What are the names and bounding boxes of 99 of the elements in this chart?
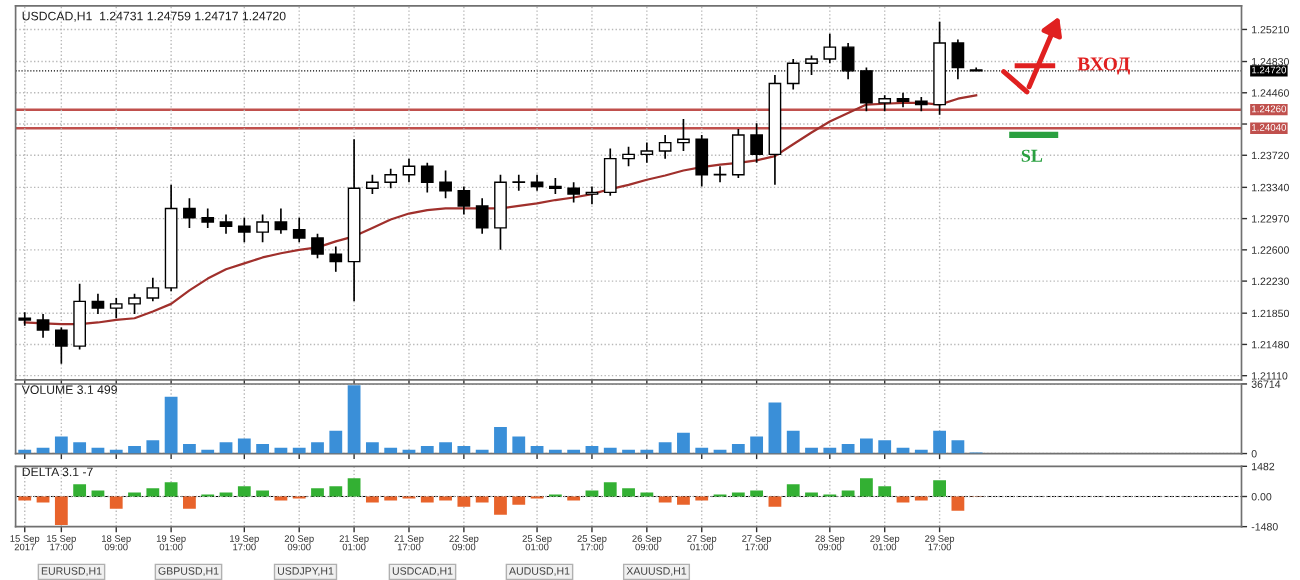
candlestick [73, 282, 87, 351]
bar [146, 440, 160, 454]
bar [183, 444, 196, 454]
candlestick [731, 128, 745, 179]
bar [860, 438, 873, 454]
bar [933, 480, 946, 497]
candlestick [274, 207, 288, 235]
candlestick [292, 216, 306, 244]
candlestick [420, 162, 434, 194]
bar [420, 496, 434, 503]
candlestick [475, 197, 489, 235]
bar [109, 496, 123, 509]
bar [677, 432, 690, 454]
bar [365, 442, 379, 454]
bar [219, 442, 233, 454]
bar [896, 496, 910, 503]
candlestick [823, 32, 837, 65]
bar [878, 440, 892, 454]
candlestick [750, 122, 763, 164]
bar [256, 444, 270, 454]
bar [512, 436, 526, 454]
candlestick [585, 185, 599, 206]
bar [933, 430, 946, 454]
candlestick [183, 197, 196, 229]
candlestick [146, 276, 160, 303]
bar [54, 436, 68, 454]
candlestick [384, 167, 398, 190]
bar [786, 484, 800, 497]
bar [237, 486, 251, 497]
bar [457, 445, 471, 454]
candlestick [329, 245, 343, 273]
candlestick [54, 326, 68, 365]
candlestick [494, 173, 507, 251]
bar [329, 486, 343, 497]
bar [36, 496, 50, 503]
candlestick [567, 181, 581, 204]
bar [658, 496, 672, 503]
bar [347, 385, 361, 454]
candlestick [18, 311, 32, 327]
bar [73, 484, 87, 497]
bar [54, 496, 68, 526]
bar [622, 488, 635, 497]
candlestick [512, 173, 526, 192]
bar [951, 440, 965, 454]
bar [347, 478, 361, 497]
bar [494, 496, 507, 515]
bar [128, 445, 141, 454]
bar [475, 496, 489, 503]
candlestick [622, 145, 635, 168]
candlestick [439, 169, 452, 200]
bar [311, 442, 324, 454]
bar [91, 490, 105, 497]
bar [603, 482, 617, 497]
bar [237, 438, 251, 454]
candlestick [457, 185, 471, 216]
bar [183, 496, 196, 509]
candlestick [91, 292, 105, 315]
bar [658, 442, 672, 454]
bar [878, 486, 892, 497]
bar [457, 496, 471, 507]
bar [768, 402, 782, 454]
bar [256, 490, 270, 497]
candlestick [201, 207, 215, 229]
bar [786, 430, 800, 454]
bar [585, 490, 599, 497]
bar [73, 442, 87, 454]
bar [841, 444, 855, 454]
candlestick [36, 313, 50, 339]
bar [164, 396, 178, 454]
bar [731, 444, 745, 454]
bar [439, 442, 452, 454]
bar [365, 496, 379, 503]
candlestick [658, 134, 672, 160]
annotation: SL [1021, 149, 1043, 162]
bar [841, 490, 855, 497]
candlestick [256, 213, 269, 244]
bar [860, 478, 873, 497]
bar [512, 496, 526, 505]
bar [677, 496, 690, 505]
candlestick [640, 141, 654, 164]
bar [311, 488, 324, 497]
annotation: ВХОД [1077, 57, 1131, 75]
candlestick [109, 297, 123, 320]
bar [164, 482, 178, 497]
candlestick [128, 292, 141, 315]
candlestick [695, 134, 709, 188]
bar [750, 436, 764, 454]
candlestick [219, 213, 233, 235]
bar [768, 496, 782, 507]
candlestick [311, 232, 324, 260]
bar [420, 445, 434, 454]
bar [329, 430, 343, 454]
bar [951, 496, 965, 511]
candlestick [366, 173, 379, 195]
bar [494, 427, 507, 454]
candlestick [603, 147, 617, 197]
bar [750, 490, 764, 497]
candlestick [237, 216, 251, 244]
bar [146, 488, 160, 497]
